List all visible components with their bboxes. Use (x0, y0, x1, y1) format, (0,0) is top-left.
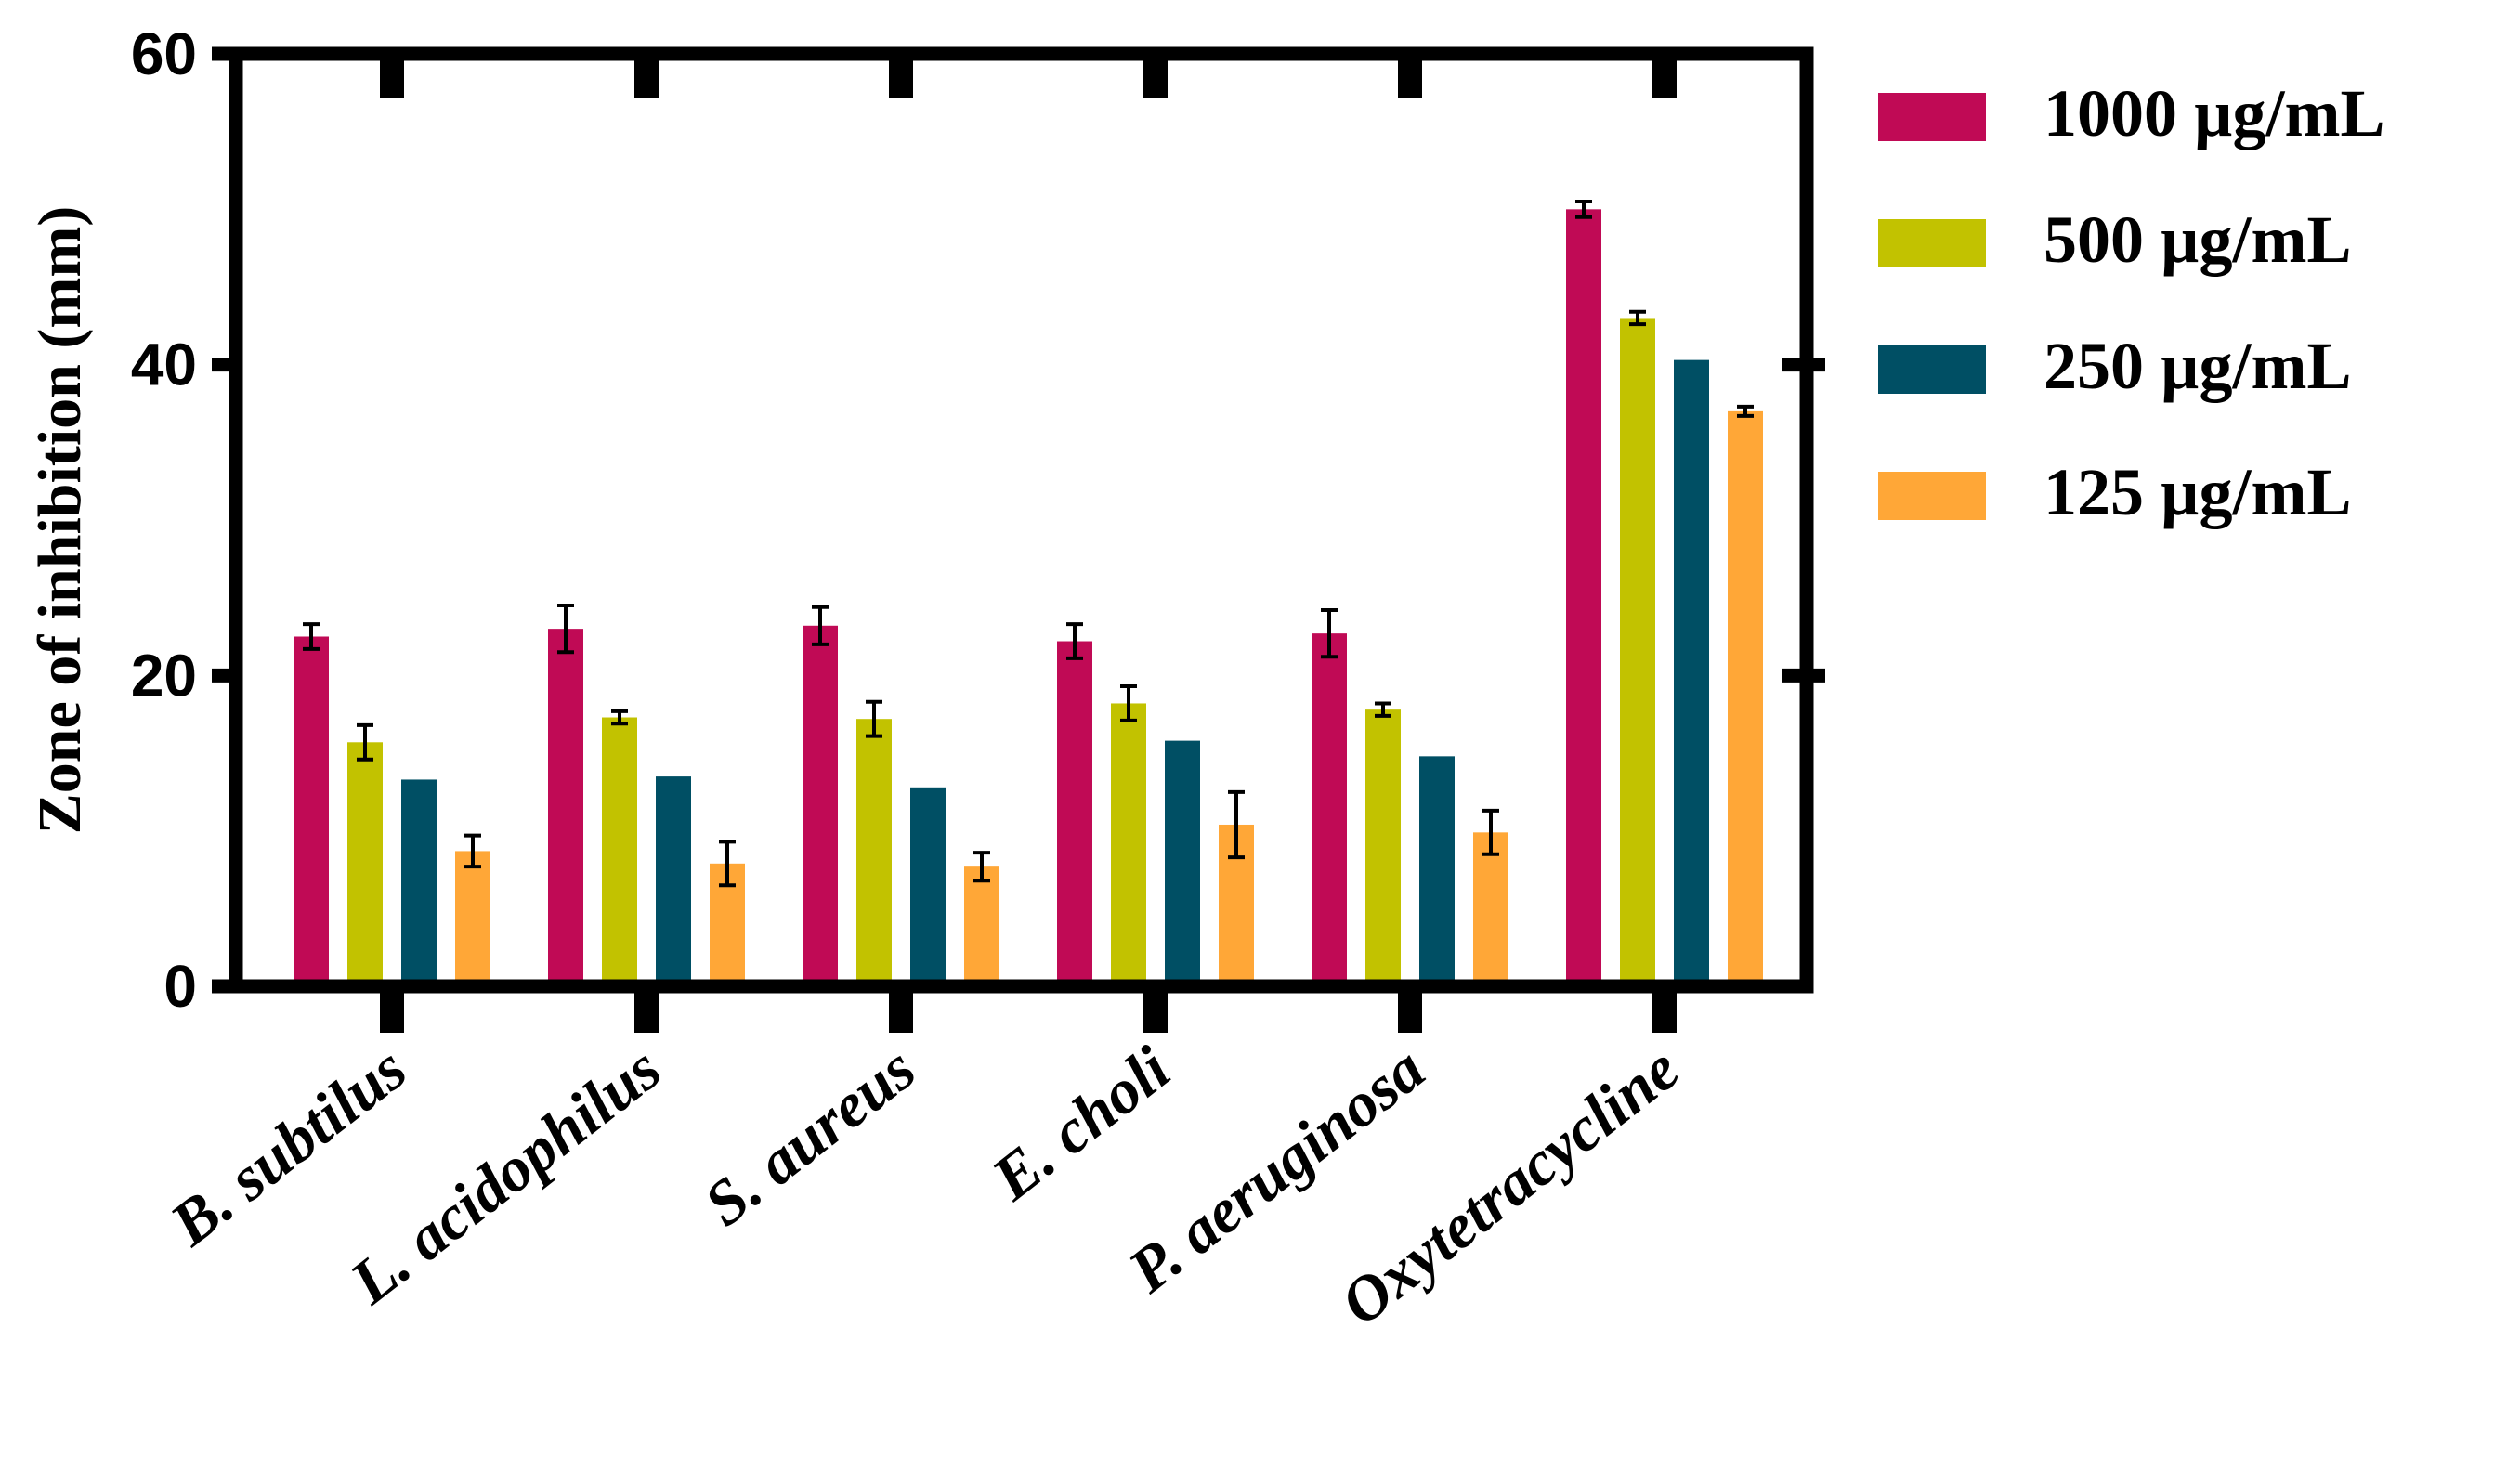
bar-b-subtilus-125-g-ml (455, 851, 490, 986)
bar-l-acidophilus-1000-g-ml (548, 629, 583, 986)
bar-p-aeruginosa-500-g-ml (1365, 709, 1401, 986)
bar-e-choli-500-g-ml (1111, 703, 1146, 986)
bar-b-subtilus-500-g-ml (347, 742, 383, 986)
bar-e-choli-1000-g-ml (1057, 641, 1092, 986)
bar-e-choli-250-g-ml (1165, 740, 1200, 986)
x-tick-label-b-subtilus: B. subtilus (156, 1033, 419, 1259)
x-tick-label-e-choli: E. choli (978, 1033, 1182, 1214)
bar-b-subtilus-250-g-ml (401, 779, 437, 986)
legend-swatch-500-g-ml (1878, 219, 1986, 267)
bar-s-aureus-125-g-ml (964, 866, 999, 986)
x-tick-label-s-aureus: S. aureus (691, 1033, 928, 1240)
y-tick-label-40: 40 (131, 332, 197, 398)
bar-l-acidophilus-250-g-ml (656, 776, 691, 986)
legend-label-250-g-ml: 250 µg/mL (2043, 329, 2352, 403)
legend-swatch-1000-g-ml (1878, 93, 1986, 141)
legend-label-500-g-ml: 500 µg/mL (2043, 202, 2352, 277)
bar-s-aureus-250-g-ml (910, 787, 946, 986)
bar-s-aureus-1000-g-ml (803, 625, 838, 986)
plot-frame (229, 46, 1814, 994)
bar-p-aeruginosa-1000-g-ml (1312, 633, 1347, 986)
legend-label-1000-g-ml: 1000 µg/mL (2043, 76, 2385, 150)
y-tick-label-20: 20 (131, 642, 197, 709)
legend-label-125-g-ml: 125 µg/mL (2043, 455, 2352, 529)
bar-oxytetracycline-125-g-ml (1728, 410, 1763, 986)
bars-layer (294, 199, 1763, 987)
y-axis-label: Zone of inhibition (mm) (26, 206, 94, 835)
y-tick-label-60: 60 (131, 20, 197, 87)
bar-s-aureus-500-g-ml (856, 719, 892, 986)
legend-swatch-125-g-ml (1878, 472, 1986, 520)
bar-oxytetracycline-1000-g-ml (1566, 209, 1601, 987)
bar-oxytetracycline-250-g-ml (1674, 359, 1709, 986)
bar-l-acidophilus-500-g-ml (602, 717, 637, 986)
bar-oxytetracycline-500-g-ml (1620, 318, 1655, 986)
bar-p-aeruginosa-125-g-ml (1473, 832, 1508, 986)
bar-b-subtilus-1000-g-ml (294, 636, 329, 986)
legend-swatch-250-g-ml (1878, 345, 1986, 394)
y-tick-label-0: 0 (163, 953, 197, 1020)
bar-p-aeruginosa-250-g-ml (1419, 756, 1455, 986)
legend: 1000 µg/mL 500 µg/mL 250 µg/mL 125 µg/mL (1878, 76, 2385, 529)
axes-layer (212, 46, 1825, 1033)
